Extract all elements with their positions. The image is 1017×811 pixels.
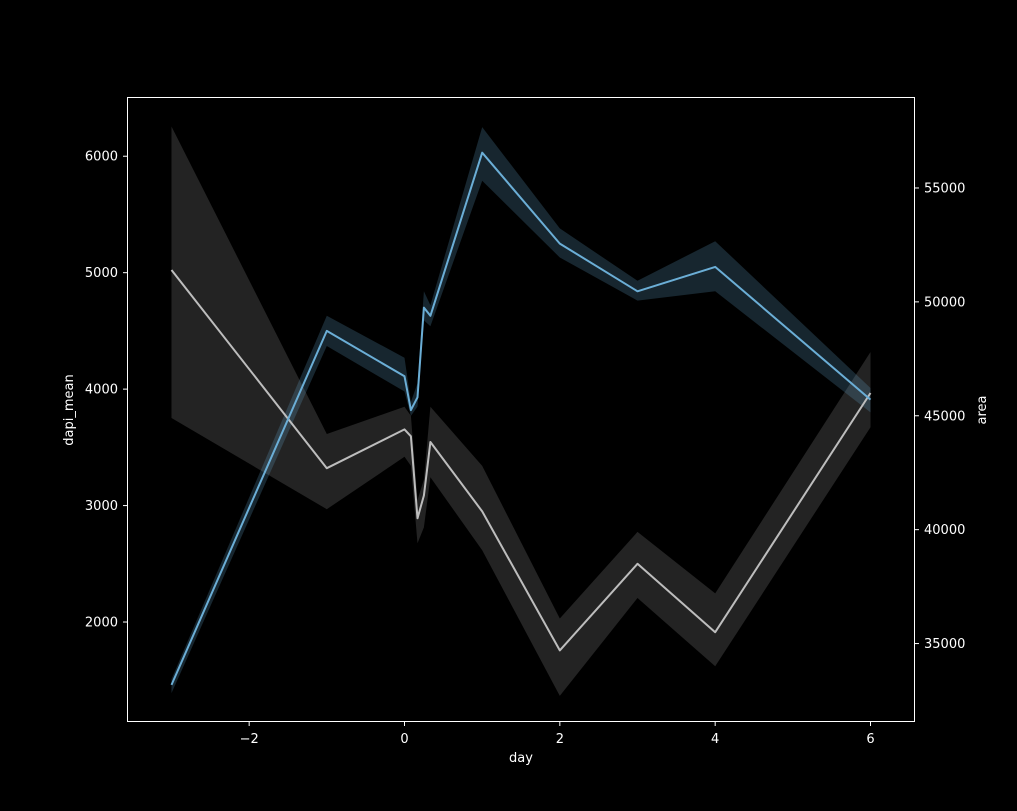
y-left-tick-label: 4000 bbox=[85, 383, 118, 398]
x-tick-label: −2 bbox=[240, 732, 259, 747]
y-left-tick-label: 6000 bbox=[85, 150, 118, 165]
x-tick-label: 6 bbox=[866, 732, 874, 747]
dapi_mean-confidence-band bbox=[171, 127, 871, 694]
x-tick-label: 4 bbox=[711, 732, 719, 747]
y-right-tick-label: 55000 bbox=[924, 181, 965, 196]
x-tick-label: 0 bbox=[400, 732, 408, 747]
y-left-tick-label: 2000 bbox=[85, 616, 118, 631]
dapi_mean-line bbox=[170, 151, 872, 686]
x-axis: −2 0 2 4 6 bbox=[240, 721, 875, 747]
y-right-tick-label: 45000 bbox=[924, 409, 965, 424]
x-axis-label: day bbox=[509, 751, 533, 766]
y-left-tick-label: 3000 bbox=[85, 499, 118, 514]
y-right-tick-label: 35000 bbox=[924, 637, 965, 652]
x-tick-label: 2 bbox=[556, 732, 564, 747]
y-axis-right: 35000 40000 45000 50000 55000 bbox=[914, 181, 965, 652]
area-line bbox=[170, 269, 872, 652]
y-axis-right-label: area bbox=[975, 396, 990, 425]
y-left-tick-label: 5000 bbox=[85, 266, 118, 281]
y-axis-left-label: dapi_mean bbox=[62, 374, 77, 445]
series-lines bbox=[170, 151, 872, 686]
y-right-tick-label: 50000 bbox=[924, 295, 965, 310]
y-right-tick-label: 40000 bbox=[924, 523, 965, 538]
y-axis-left: 2000 3000 4000 5000 6000 bbox=[85, 150, 128, 631]
plot-frame bbox=[127, 97, 915, 722]
